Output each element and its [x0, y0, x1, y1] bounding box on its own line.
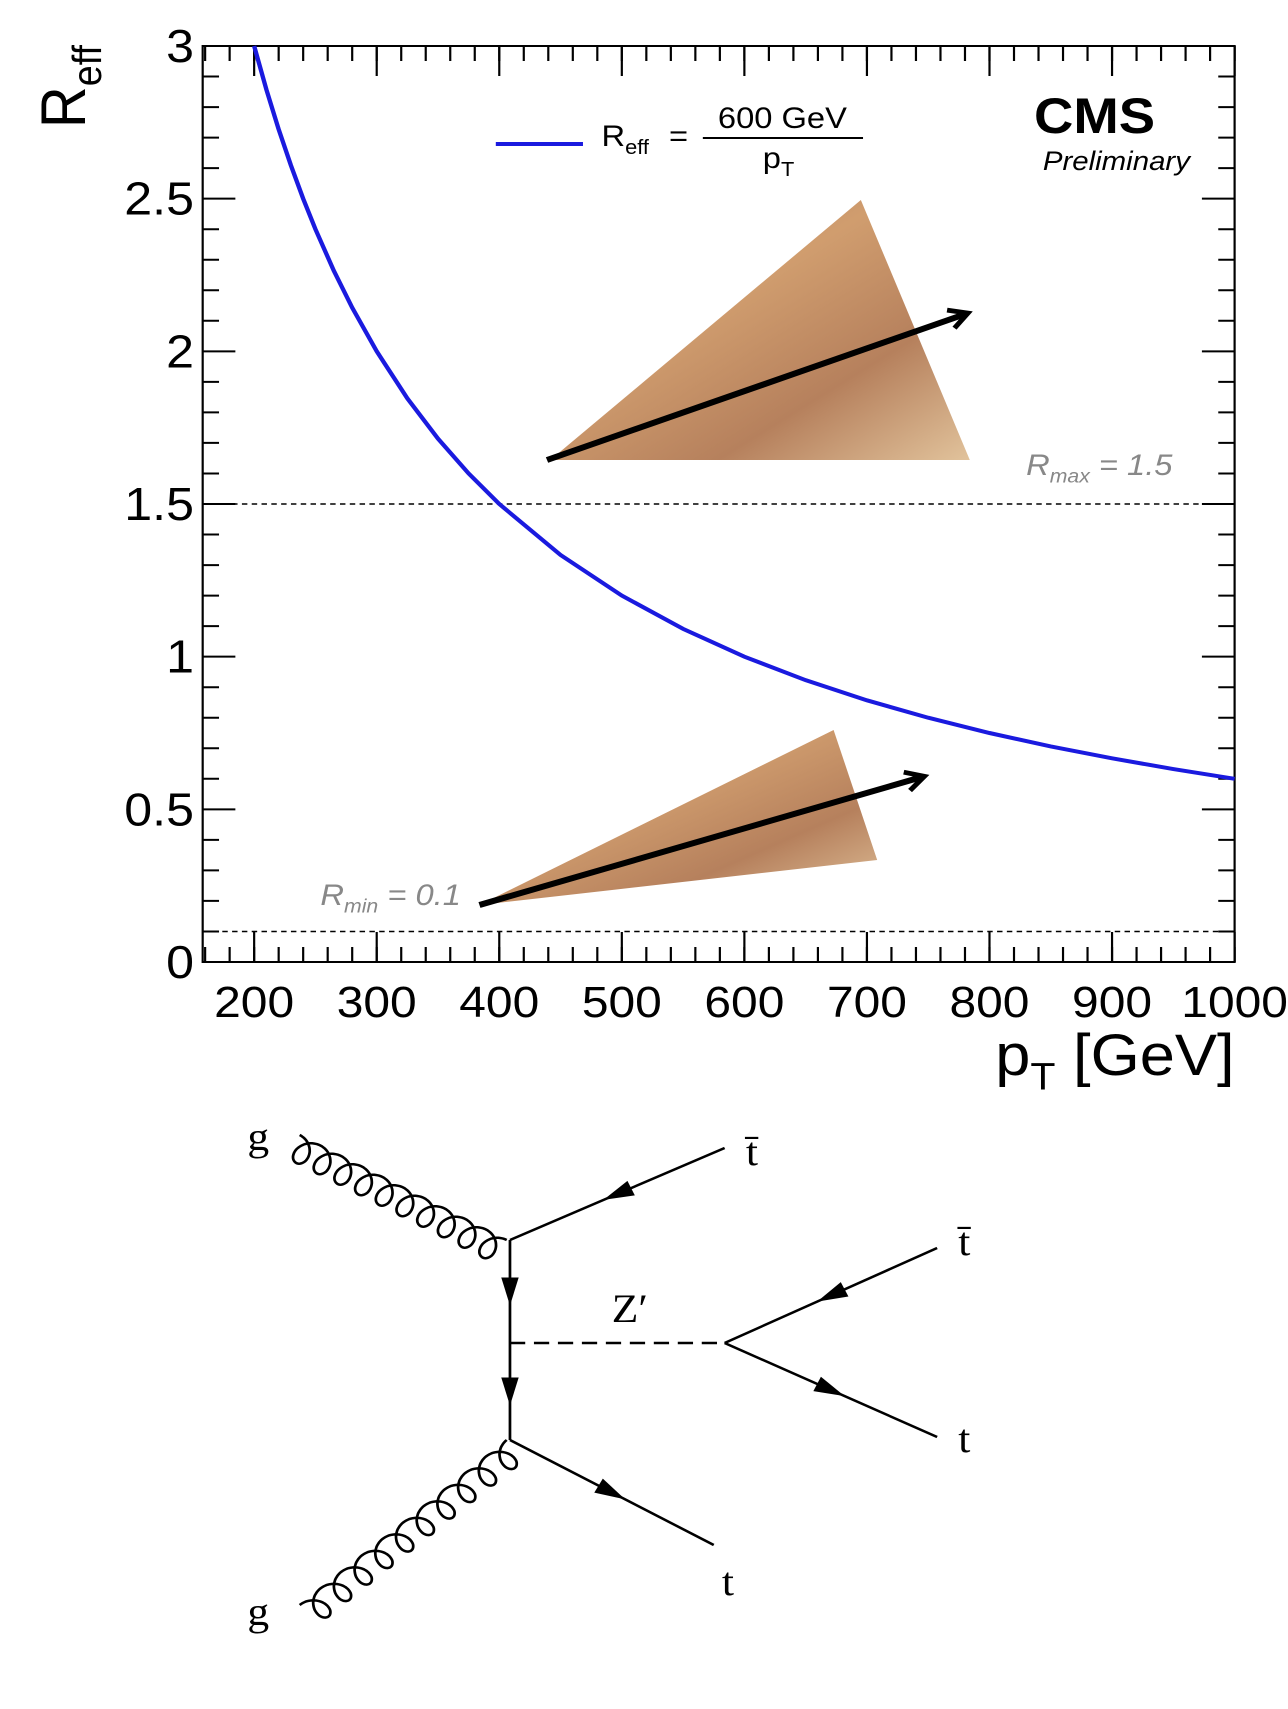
fermion-arrow — [813, 1376, 845, 1397]
series-line — [252, 45, 1235, 781]
y-axis-label-main: R — [28, 86, 99, 128]
status-label: Preliminary — [1043, 145, 1192, 176]
jet-arrow — [545, 307, 973, 463]
y-tick-label: 3 — [166, 21, 194, 73]
legend-den-sub: T — [781, 159, 795, 181]
legend-lhs: Reff — [602, 119, 650, 159]
plot: 0 0.5 1 1.5 2 2.5 3 200 300 400 500 600 700 800 900 100… — [28, 21, 1288, 1098]
y-tick-label: 1.5 — [124, 479, 194, 531]
jet-cone — [479, 730, 878, 905]
x-axis-label-rest: [GeV] — [1056, 1022, 1235, 1087]
gluon — [298, 1439, 519, 1619]
fermion-arrow — [501, 1277, 519, 1306]
legend-lhs-main: R — [602, 119, 626, 152]
x-tick-label: 900 — [1072, 977, 1152, 1027]
x-tick-label: 400 — [459, 977, 539, 1027]
particle-label: t̄ — [957, 1221, 972, 1265]
legend-denominator: pT — [763, 141, 795, 181]
fermion-arrow — [594, 1478, 626, 1500]
x-tick-label: 200 — [214, 977, 294, 1027]
fermion-arrow — [603, 1180, 635, 1200]
feynman-diagram: g g t̄ t̄ Z′ t t — [247, 1116, 971, 1635]
x-tick-label: 800 — [950, 977, 1030, 1027]
jet-cone — [550, 200, 970, 460]
rmax-label-rest: = 1.5 — [1090, 448, 1173, 481]
y-tick-label: 1 — [166, 632, 194, 684]
y-axis-label-sub: eff — [64, 45, 110, 86]
fermion-arrow — [501, 1377, 519, 1406]
rmax-label-main: R — [1026, 448, 1050, 481]
rmin-label-main: R — [320, 878, 344, 911]
x-axis-label: pT [GeV] — [995, 1022, 1234, 1098]
x-tick-label: 700 — [827, 977, 907, 1027]
particle-label: Z′ — [612, 1288, 648, 1332]
legend-eq: = — [669, 119, 688, 152]
legend-den-main: p — [763, 141, 781, 174]
experiment-label: CMS — [1034, 89, 1155, 144]
x-tick-label: 300 — [337, 977, 417, 1027]
x-axis-label-main: p — [995, 1022, 1030, 1087]
x-tick-label: 500 — [582, 977, 662, 1027]
fermion-arrow — [817, 1282, 849, 1302]
y-tick-label: 2.5 — [124, 174, 194, 226]
rmin-label-rest: = 0.1 — [378, 878, 461, 911]
particle-label: t — [722, 1561, 735, 1605]
particle-label: t̄ — [744, 1131, 759, 1175]
x-axis-label-sub: T — [1030, 1056, 1055, 1098]
y-axis-label: Reff — [28, 45, 110, 128]
particle-label: g — [247, 1591, 269, 1635]
legend-numerator: 600 GeV — [718, 101, 847, 134]
x-tick-label: 1000 — [1181, 977, 1288, 1027]
particle-label: g — [247, 1116, 269, 1160]
y-tick-label: 0.5 — [124, 784, 194, 836]
jet-arrow — [478, 769, 930, 908]
rmin-label-sub: min — [344, 896, 378, 917]
rmax-label: Rmax = 1.5 — [1026, 448, 1173, 487]
rmin-label: Rmin = 0.1 — [320, 878, 461, 917]
x-tick-label: 600 — [704, 977, 784, 1027]
gluon — [291, 1133, 508, 1260]
particle-label: t — [958, 1418, 971, 1462]
legend-lhs-sub: eff — [625, 137, 649, 159]
rmax-label-sub: max — [1050, 466, 1091, 487]
y-tick-label: 2 — [166, 326, 194, 378]
y-tick-label: 0 — [166, 937, 194, 989]
